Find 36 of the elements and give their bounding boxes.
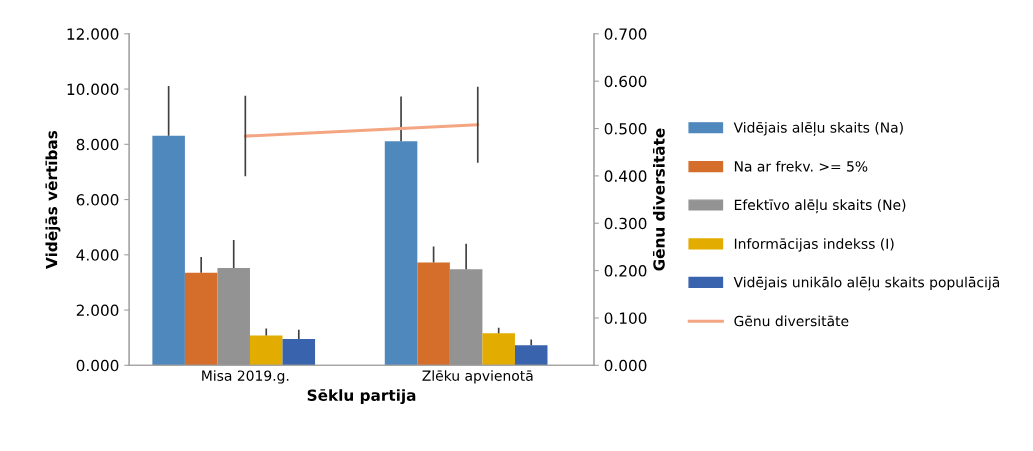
y2-tick-label: 0.600	[604, 75, 647, 88]
y-tick-label: 12.000	[67, 28, 119, 40]
y-axis-title: Vidējās vērtības	[45, 130, 61, 269]
x-tick-label: Zlēku apvienotā	[422, 370, 533, 384]
y2-tick-label: 0.200	[604, 265, 647, 277]
x-tick-label: Misa 2019.g.	[202, 370, 289, 384]
y2-tick-label: 0.000	[604, 359, 647, 372]
y2-tick-label: 0.400	[604, 170, 647, 182]
legend-label: Informācijas indekss (I)	[734, 238, 894, 252]
legend-label: Gēnu diversitāte	[734, 315, 849, 327]
bar	[184, 272, 218, 366]
legend-label: Vidējais alēļu skaits (Na)	[733, 122, 903, 136]
y-tick-label: 2.000	[76, 304, 119, 317]
bar	[282, 339, 316, 366]
legend-label: Efektīvo alēļu skaits (Ne)	[734, 199, 906, 214]
y2-tick-label: 0.300	[604, 217, 647, 230]
bar	[482, 333, 515, 366]
y-tick-label: 8.000	[76, 138, 119, 151]
bar	[384, 141, 418, 366]
y-tick-label: 4.000	[76, 249, 119, 261]
bar	[514, 345, 548, 366]
y2-axis-title: Gēnu diversitāte	[652, 128, 665, 271]
bar	[417, 262, 450, 366]
y2-tick-label: 0.500	[604, 123, 647, 135]
y-tick-label: 0.000	[76, 359, 119, 372]
bar	[152, 135, 185, 366]
y2-tick-label: 0.100	[604, 312, 647, 324]
legend-label: Na ar frekv. >= 5%	[734, 160, 868, 172]
y-tick-label: 10.000	[67, 83, 119, 96]
bar	[449, 269, 483, 366]
bar	[249, 335, 283, 366]
bar	[217, 268, 250, 366]
y2-tick-label: 0.700	[604, 28, 647, 40]
y-tick-label: 6.000	[76, 194, 119, 206]
legend-label: Vidējais unikālo alēļu skaits populācijā	[733, 276, 1000, 291]
x-axis-title: Sēklu partija	[307, 389, 416, 405]
